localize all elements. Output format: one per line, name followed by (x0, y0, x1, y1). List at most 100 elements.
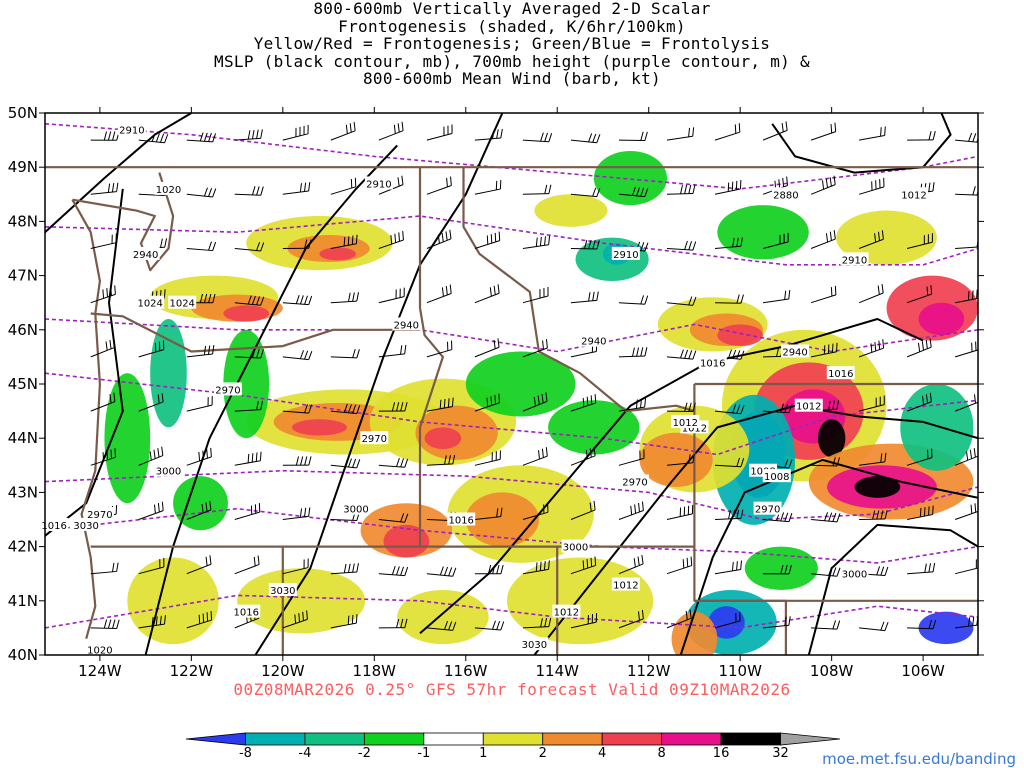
axis-ticks (39, 107, 984, 661)
wind-barb (426, 397, 454, 412)
wind-barbs (90, 121, 978, 632)
wind-barb (811, 457, 841, 467)
svg-text:2940: 2940 (133, 250, 158, 261)
lon-label: 114W (536, 662, 580, 680)
wind-barb (186, 241, 217, 252)
lat-label: 47N (8, 267, 38, 285)
wind-barb (618, 554, 644, 575)
wind-barb (426, 566, 457, 577)
shade-cell (534, 194, 608, 227)
wind-barb (282, 610, 308, 629)
svg-text:2970: 2970 (622, 478, 647, 489)
wind-barb (234, 186, 264, 196)
svg-text:1016: 1016 (448, 516, 473, 527)
svg-text:2970: 2970 (362, 434, 387, 445)
wind-barb (618, 398, 647, 412)
wind-barb (90, 233, 117, 249)
svg-text:3000: 3000 (842, 570, 867, 581)
colorbar-segment (245, 732, 306, 746)
wind-barb (522, 339, 548, 358)
shade-cell (717, 324, 764, 347)
wind-barb (859, 510, 888, 520)
wind-barb (474, 507, 503, 520)
colorbar-tick-label: 16 (712, 746, 730, 761)
shade-cell (424, 427, 462, 450)
wind-barb (618, 347, 648, 358)
wind-barb (186, 187, 217, 198)
shade-cell (717, 205, 809, 260)
wind-barb (570, 394, 597, 412)
wind-barb (811, 512, 841, 523)
height-label: 3030 (268, 582, 297, 597)
wind-barb (138, 501, 164, 520)
height-contour-line (45, 318, 978, 353)
wind-barb (570, 133, 601, 144)
colorbar: -8 -4 -2 -1 1 2 4 8 16 32 (0, 728, 1024, 768)
mslp-label: 1024 (168, 295, 197, 310)
mslp-label: 1012 (899, 187, 928, 201)
wind-barb (714, 237, 743, 249)
mslp-label: 1012 (552, 604, 581, 619)
title-line-2: Frontogenesis (shaded, K/6hr/100km) (338, 16, 686, 36)
wind-barb (474, 180, 502, 195)
lon-label: 120W (261, 662, 305, 680)
shade-cell (397, 589, 489, 645)
wind-barb (714, 179, 742, 195)
wind-barb (618, 131, 648, 142)
colorbar-tick-label: 4 (598, 746, 607, 761)
svg-text:3030: 3030 (73, 521, 98, 532)
wind-barb (186, 345, 215, 358)
height-label: 3000 (342, 501, 370, 516)
lon-label: 112W (627, 662, 671, 680)
height-label: 3000 (154, 463, 183, 478)
wind-barb (907, 562, 936, 575)
wind-barb (570, 446, 596, 466)
wind-barb (618, 186, 649, 198)
wind-barb (810, 122, 837, 141)
wind-barb (906, 285, 933, 304)
svg-text:1012: 1012 (554, 608, 579, 619)
wind-barb (378, 513, 409, 523)
shade-cell (223, 305, 270, 322)
shade-cell (319, 247, 356, 261)
wind-barb (282, 182, 311, 195)
wind-barb (426, 284, 452, 304)
wind-barb (330, 177, 357, 195)
wind-barb (522, 392, 548, 412)
shade-cell (127, 557, 219, 645)
height-label: 2970 (213, 382, 242, 396)
height-label: 2970 (360, 431, 389, 445)
wind-barb (186, 500, 212, 520)
shade-cell (173, 476, 228, 531)
wind-barb (858, 339, 885, 358)
wind-barb (474, 450, 501, 466)
lon-label: 118W (353, 662, 397, 680)
height-label: 2880 (771, 187, 800, 201)
svg-text:1016: 1016 (700, 358, 725, 369)
wind-barb (763, 511, 793, 523)
wind-barb (426, 340, 453, 358)
wind-barb (570, 613, 598, 629)
wind-barb (234, 503, 261, 520)
height-label: 3000 (840, 566, 869, 581)
wind-barb (810, 230, 836, 249)
wind-barb (907, 505, 934, 520)
colorbar-tick-label: -1 (417, 746, 431, 761)
wind-barb (426, 454, 456, 466)
svg-text:2940: 2940 (782, 347, 807, 358)
lon-label: 106W (901, 662, 945, 680)
lon-label: 116W (444, 662, 488, 680)
border-line (71, 199, 101, 639)
colorbar-tick-label: -2 (357, 746, 371, 761)
wind-barb (522, 503, 549, 520)
lat-label: 45N (8, 375, 38, 393)
wind-barb (762, 290, 791, 304)
wind-barb (906, 233, 933, 249)
shade-cell (237, 568, 366, 634)
colorbar-tick-label: 2 (538, 746, 547, 761)
wind-barb (618, 609, 644, 629)
title-line-3: Yellow/Red = Frontogenesis; Green/Blue =… (253, 34, 771, 54)
site-url-link[interactable]: moe.met.fsu.edu/banding (822, 750, 1016, 768)
wind-barb (138, 340, 165, 358)
wind-barb (90, 131, 120, 141)
